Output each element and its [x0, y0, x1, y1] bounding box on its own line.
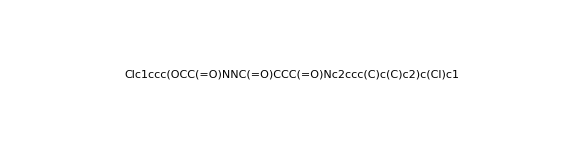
Text: Clc1ccc(OCC(=O)NNC(=O)CCC(=O)Nc2ccc(C)c(C)c2)c(Cl)c1: Clc1ccc(OCC(=O)NNC(=O)CCC(=O)Nc2ccc(C)c(… — [125, 70, 459, 80]
